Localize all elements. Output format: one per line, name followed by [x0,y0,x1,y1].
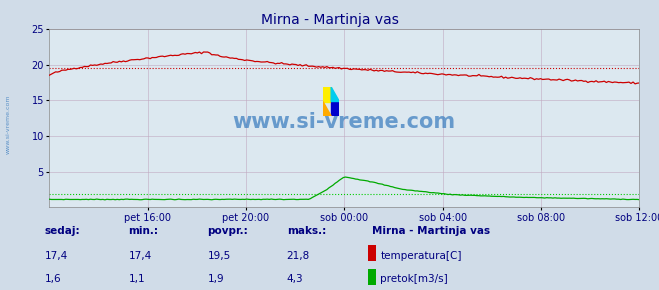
Text: www.si-vreme.com: www.si-vreme.com [5,95,11,155]
Text: www.si-vreme.com: www.si-vreme.com [233,112,456,132]
Polygon shape [331,87,339,102]
Text: 17,4: 17,4 [129,251,152,261]
Text: Mirna - Martinja vas: Mirna - Martinja vas [260,13,399,27]
Bar [331,102,339,116]
Bar [323,87,331,102]
Text: 19,5: 19,5 [208,251,231,261]
Text: pretok[m3/s]: pretok[m3/s] [380,274,448,284]
Text: 1,6: 1,6 [45,274,61,284]
Text: 21,8: 21,8 [287,251,310,261]
Text: min.:: min.: [129,226,159,236]
Text: 17,4: 17,4 [45,251,68,261]
Text: Mirna - Martinja vas: Mirna - Martinja vas [372,226,490,236]
Text: povpr.:: povpr.: [208,226,248,236]
Polygon shape [323,102,331,116]
Text: sedaj:: sedaj: [45,226,80,236]
Text: 4,3: 4,3 [287,274,303,284]
Text: maks.:: maks.: [287,226,326,236]
Text: 1,9: 1,9 [208,274,224,284]
Text: temperatura[C]: temperatura[C] [380,251,462,261]
Text: 1,1: 1,1 [129,274,145,284]
